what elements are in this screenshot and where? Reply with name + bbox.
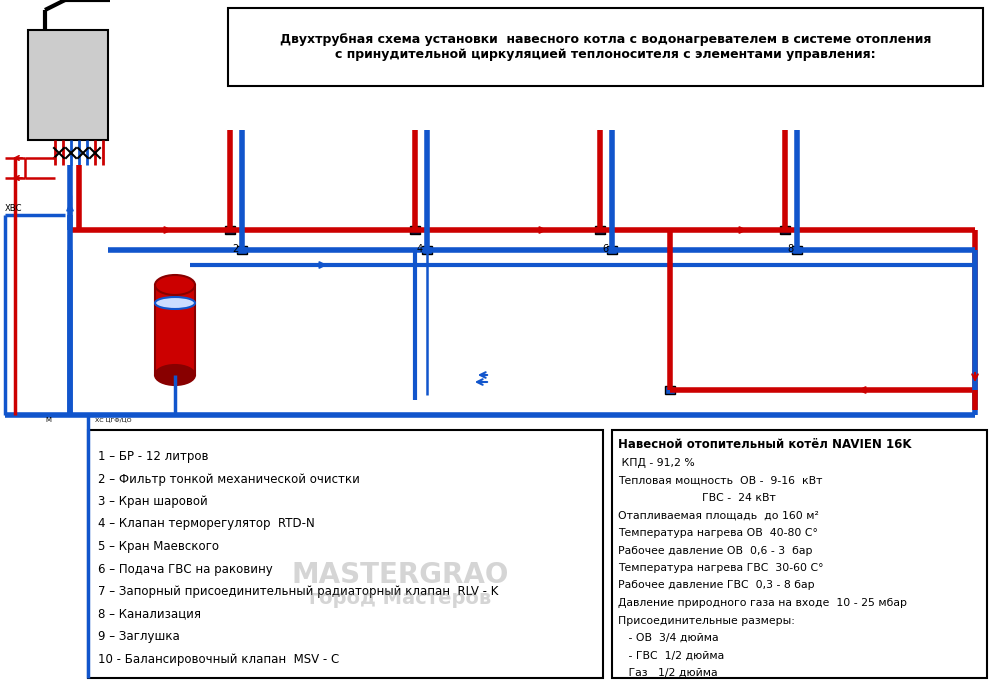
Bar xyxy=(225,226,235,234)
Text: 2 – Фильтр тонкой механической очистки: 2 – Фильтр тонкой механической очистки xyxy=(98,473,359,486)
Text: ХС ЦГФ/ЦО: ХС ЦГФ/ЦО xyxy=(95,417,132,422)
Text: 7 – Запорный присоединительный радиаторный клапан  RLV - K: 7 – Запорный присоединительный радиаторн… xyxy=(98,585,498,598)
Text: КПД - 91,2 %: КПД - 91,2 % xyxy=(618,458,695,468)
Ellipse shape xyxy=(155,275,195,295)
Text: 1 – БР - 12 литров: 1 – БР - 12 литров xyxy=(98,450,209,463)
Bar xyxy=(607,246,617,254)
Text: Давление природного газа на входе  10 - 25 мбар: Давление природного газа на входе 10 - 2… xyxy=(618,598,907,608)
Text: 5 – Кран Маевского: 5 – Кран Маевского xyxy=(98,540,219,553)
Ellipse shape xyxy=(155,297,195,309)
Bar xyxy=(780,226,790,234)
Bar xyxy=(88,430,603,678)
Text: ХВС: ХВС xyxy=(5,204,23,213)
Text: ГВС -  24 кВт: ГВС - 24 кВт xyxy=(618,493,776,503)
FancyBboxPatch shape xyxy=(228,8,983,86)
Text: MASTERGRAO: MASTERGRAO xyxy=(291,561,508,589)
Bar xyxy=(155,285,195,375)
Text: 8 – Канализация: 8 – Канализация xyxy=(98,608,201,621)
Text: 2: 2 xyxy=(232,244,238,254)
Ellipse shape xyxy=(155,365,195,385)
Text: 8: 8 xyxy=(786,244,793,254)
Text: Навесной отопительный котёл NAVIEN 16K: Навесной отопительный котёл NAVIEN 16K xyxy=(618,438,912,451)
Text: Тепловая мощность  ОВ -  9-16  кВт: Тепловая мощность ОВ - 9-16 кВт xyxy=(618,475,822,486)
Text: Газ   1/2 дюйма: Газ 1/2 дюйма xyxy=(618,668,718,678)
Text: 6: 6 xyxy=(602,244,608,254)
Bar xyxy=(595,226,605,234)
Bar xyxy=(410,226,420,234)
Text: 10 - Балансировочный клапан  MSV - C: 10 - Балансировочный клапан MSV - C xyxy=(98,652,340,665)
Bar xyxy=(237,246,247,254)
Bar xyxy=(612,430,987,678)
Bar xyxy=(792,246,802,254)
Text: 4 – Клапан терморегулятор  RTD-N: 4 – Клапан терморегулятор RTD-N xyxy=(98,517,315,530)
Text: - ГВС  1/2 дюйма: - ГВС 1/2 дюйма xyxy=(618,650,724,661)
Text: 6 – Подача ГВС на раковину: 6 – Подача ГВС на раковину xyxy=(98,563,273,576)
Text: Температура нагрева ГВС  30-60 С°: Температура нагрева ГВС 30-60 С° xyxy=(618,563,823,573)
Text: Двухтрубная схема установки  навесного котла с водонагревателем в системе отопле: Двухтрубная схема установки навесного ко… xyxy=(280,33,931,61)
Text: Рабочее давление ОВ  0,6 - 3  бар: Рабочее давление ОВ 0,6 - 3 бар xyxy=(618,545,812,556)
Text: Рабочее давление ГВС  0,3 - 8 бар: Рабочее давление ГВС 0,3 - 8 бар xyxy=(618,580,814,591)
Bar xyxy=(28,30,108,140)
Text: 9 – Заглушка: 9 – Заглушка xyxy=(98,630,180,643)
Text: 3 – Кран шаровой: 3 – Кран шаровой xyxy=(98,495,208,508)
Text: Отапливаемая площадь  до 160 м²: Отапливаемая площадь до 160 м² xyxy=(618,510,819,521)
Text: Температура нагрева ОВ  40-80 С°: Температура нагрева ОВ 40-80 С° xyxy=(618,528,818,538)
Bar xyxy=(422,246,432,254)
Text: город Мастеров: город Мастеров xyxy=(309,589,492,608)
Text: Присоединительные размеры:: Присоединительные размеры: xyxy=(618,615,794,626)
Text: М: М xyxy=(45,417,51,423)
Bar xyxy=(665,386,675,394)
Text: - ОВ  3/4 дюйма: - ОВ 3/4 дюйма xyxy=(618,633,719,643)
Text: 4: 4 xyxy=(417,244,423,254)
